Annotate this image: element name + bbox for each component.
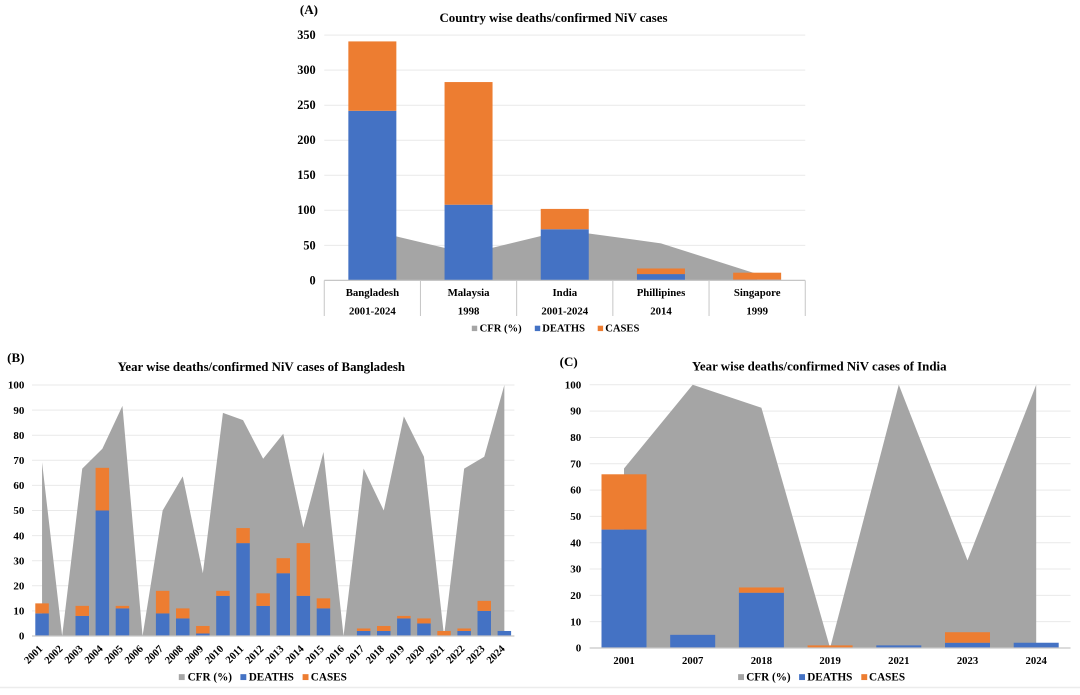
svg-text:Country wise deaths/confirmed: Country wise deaths/confirmed NiV cases	[440, 10, 668, 25]
svg-text:CFR (%): CFR (%)	[188, 671, 233, 683]
svg-text:1999: 1999	[746, 306, 768, 318]
svg-text:100: 100	[565, 379, 582, 391]
svg-text:Singapore: Singapore	[734, 287, 781, 299]
svg-text:30: 30	[13, 555, 25, 567]
svg-text:CASES: CASES	[869, 671, 905, 683]
svg-text:20: 20	[570, 590, 582, 602]
svg-text:40: 40	[13, 530, 25, 542]
svg-text:Year wise deaths/confirmed NiV: Year wise deaths/confirmed NiV cases of …	[118, 359, 406, 374]
svg-text:90: 90	[13, 405, 25, 417]
svg-text:10: 10	[570, 616, 582, 628]
svg-text:(C): (C)	[560, 354, 578, 369]
svg-text:CASES: CASES	[311, 671, 347, 683]
svg-text:Year wise deaths/confirmed NiV: Year wise deaths/confirmed NiV cases of …	[692, 359, 947, 374]
svg-text:70: 70	[13, 455, 25, 467]
svg-text:30: 30	[570, 564, 582, 576]
svg-text:Malaysia: Malaysia	[448, 287, 491, 299]
svg-text:(B): (B)	[7, 350, 24, 365]
svg-text:2023: 2023	[957, 655, 978, 667]
svg-text:50: 50	[13, 505, 25, 517]
svg-text:70: 70	[570, 458, 582, 470]
svg-text:150: 150	[297, 168, 315, 182]
svg-text:2021: 2021	[888, 655, 909, 667]
svg-text:2018: 2018	[751, 655, 772, 667]
svg-text:250: 250	[297, 98, 315, 112]
svg-text:Phillipines: Phillipines	[637, 287, 686, 299]
svg-text:50: 50	[303, 238, 315, 252]
svg-text:DEATHS: DEATHS	[542, 323, 585, 334]
svg-text:Bangladesh: Bangladesh	[346, 287, 399, 299]
svg-text:60: 60	[570, 485, 582, 497]
svg-text:90: 90	[570, 406, 582, 418]
svg-text:80: 80	[570, 432, 582, 444]
svg-text:200: 200	[297, 133, 315, 147]
svg-text:350: 350	[297, 28, 315, 42]
svg-text:2014: 2014	[650, 306, 672, 318]
svg-text:CFR (%): CFR (%)	[746, 671, 791, 683]
svg-text:0: 0	[19, 631, 25, 643]
svg-text:DEATHS: DEATHS	[249, 671, 294, 683]
svg-text:2007: 2007	[682, 655, 704, 667]
svg-text:DEATHS: DEATHS	[807, 671, 852, 683]
svg-text:2024: 2024	[1026, 655, 1048, 667]
svg-text:(A): (A)	[300, 2, 318, 17]
svg-text:50: 50	[570, 511, 582, 523]
svg-text:CASES: CASES	[605, 323, 639, 334]
svg-text:2001-2024: 2001-2024	[541, 306, 588, 318]
svg-text:India: India	[552, 287, 577, 299]
svg-text:300: 300	[297, 63, 315, 77]
svg-text:2019: 2019	[819, 655, 840, 667]
svg-text:80: 80	[13, 430, 25, 442]
svg-text:2001-2024: 2001-2024	[349, 306, 396, 318]
svg-text:2001: 2001	[613, 655, 634, 667]
svg-text:100: 100	[8, 380, 25, 392]
svg-text:0: 0	[576, 643, 582, 655]
svg-text:20: 20	[13, 581, 25, 593]
svg-text:10: 10	[13, 606, 25, 618]
svg-text:CFR (%): CFR (%)	[480, 323, 523, 334]
svg-text:40: 40	[570, 537, 582, 549]
svg-text:100: 100	[297, 203, 315, 217]
svg-text:0: 0	[310, 273, 316, 287]
svg-text:60: 60	[13, 480, 25, 492]
svg-text:1998: 1998	[458, 306, 480, 318]
